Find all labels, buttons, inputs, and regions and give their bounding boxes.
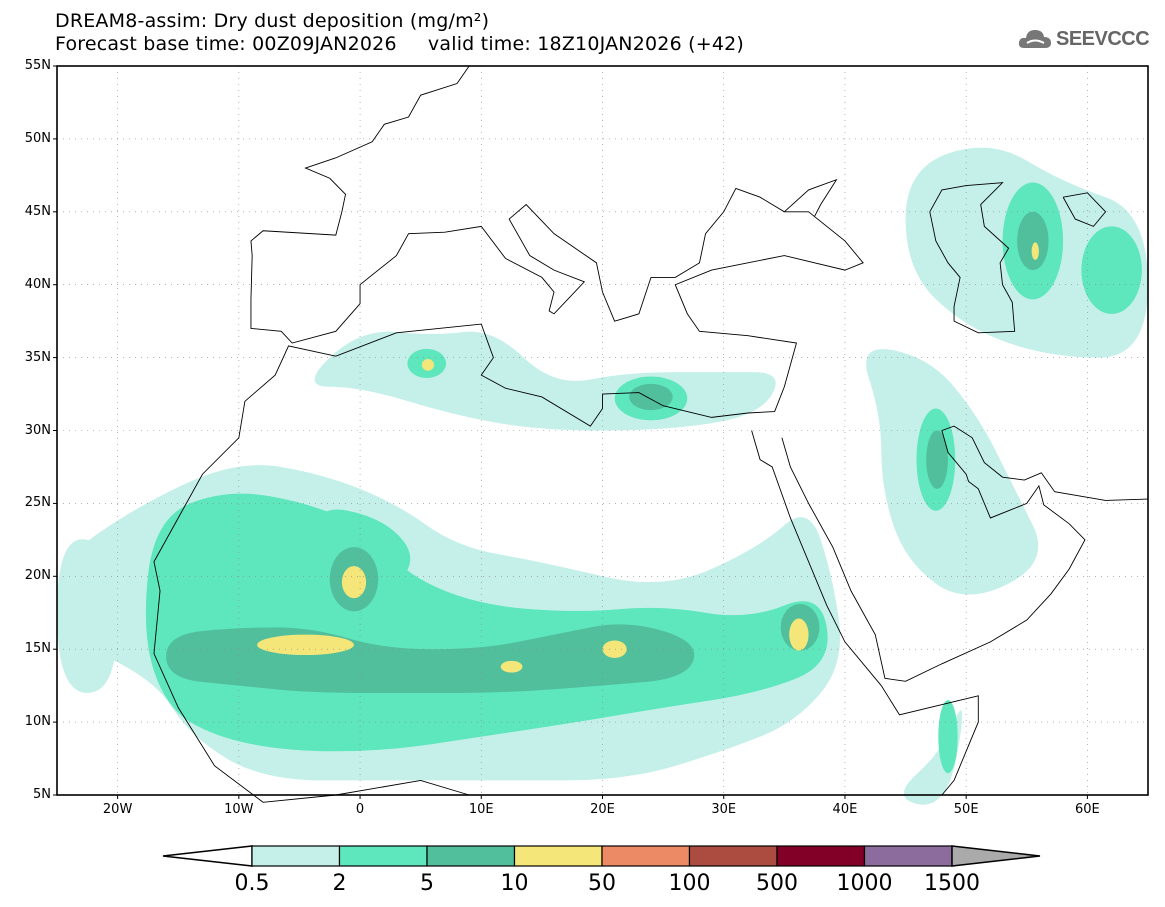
dust-area-0.5: [903, 710, 963, 805]
cloud-icon: [1018, 30, 1051, 48]
lat-label: 30N: [24, 422, 51, 438]
lon-label: 60E: [1074, 802, 1100, 817]
forecast-times: Forecast base time: 00Z09JAN2026 valid t…: [55, 33, 745, 55]
lat-label: 55N: [24, 58, 51, 73]
dust-area-0.5: [57, 539, 118, 693]
lat-label: 15N: [24, 641, 51, 657]
dust-area-5: [926, 430, 948, 489]
dust-area-10: [602, 640, 627, 658]
lat-label: 40N: [24, 276, 51, 292]
seevccc-logo: SEEVCCC: [1018, 26, 1150, 52]
coastline: [153, 65, 864, 803]
colorbar-label: 1000: [836, 871, 893, 896]
dust-area-10: [421, 359, 434, 371]
lon-label: 30E: [711, 802, 737, 817]
coastline: [781, 425, 1149, 682]
lon-label: 40E: [832, 802, 858, 817]
colorbar-label: 2: [332, 871, 347, 896]
dust-area-5: [629, 383, 673, 411]
dust-area-10: [500, 660, 523, 673]
colorbar-label: 5: [420, 871, 434, 896]
colorbar-label: 1500: [924, 871, 980, 896]
lat-label: 45N: [24, 203, 51, 219]
aral-coastline: [1062, 192, 1107, 227]
dust-area-10: [341, 566, 367, 599]
colorbar-label: 100: [668, 871, 711, 896]
lat-label: 25N: [24, 495, 51, 511]
dust-area-5: [1017, 211, 1049, 271]
dust-area-10: [257, 634, 354, 656]
colorbar-label: 0.5: [234, 871, 270, 896]
dust-area-2: [1081, 226, 1142, 314]
colorbar-over-arrow: [951, 845, 1041, 867]
caspian-coastline: [929, 182, 1016, 334]
dust-area-10: [789, 618, 809, 651]
colorbar-label: 10: [500, 871, 529, 896]
dust-area-2: [938, 700, 958, 774]
colorbar-label: 500: [756, 871, 798, 896]
coastline: [784, 178, 838, 217]
map-title: DREAM8-assim: Dry dust deposition (mg/m²…: [55, 10, 490, 32]
lon-label: 20E: [590, 802, 615, 817]
lat-label: 35N: [24, 349, 51, 365]
lon-label: 20W: [102, 802, 133, 817]
lon-label: 10E: [468, 802, 494, 817]
lon-label: 0: [355, 802, 365, 817]
lat-label: 20N: [24, 568, 51, 584]
colorbar-label: 50: [588, 871, 616, 896]
lat-label: 5N: [33, 787, 51, 802]
coastline: [751, 430, 979, 796]
lat-label: 10N: [24, 714, 51, 730]
dust-area-10: [1031, 242, 1039, 260]
lon-label: 50E: [953, 802, 979, 817]
logo-text: SEEVCCC: [1056, 27, 1150, 50]
lon-label: 10W: [224, 802, 254, 817]
lat-label: 50N: [24, 130, 51, 146]
